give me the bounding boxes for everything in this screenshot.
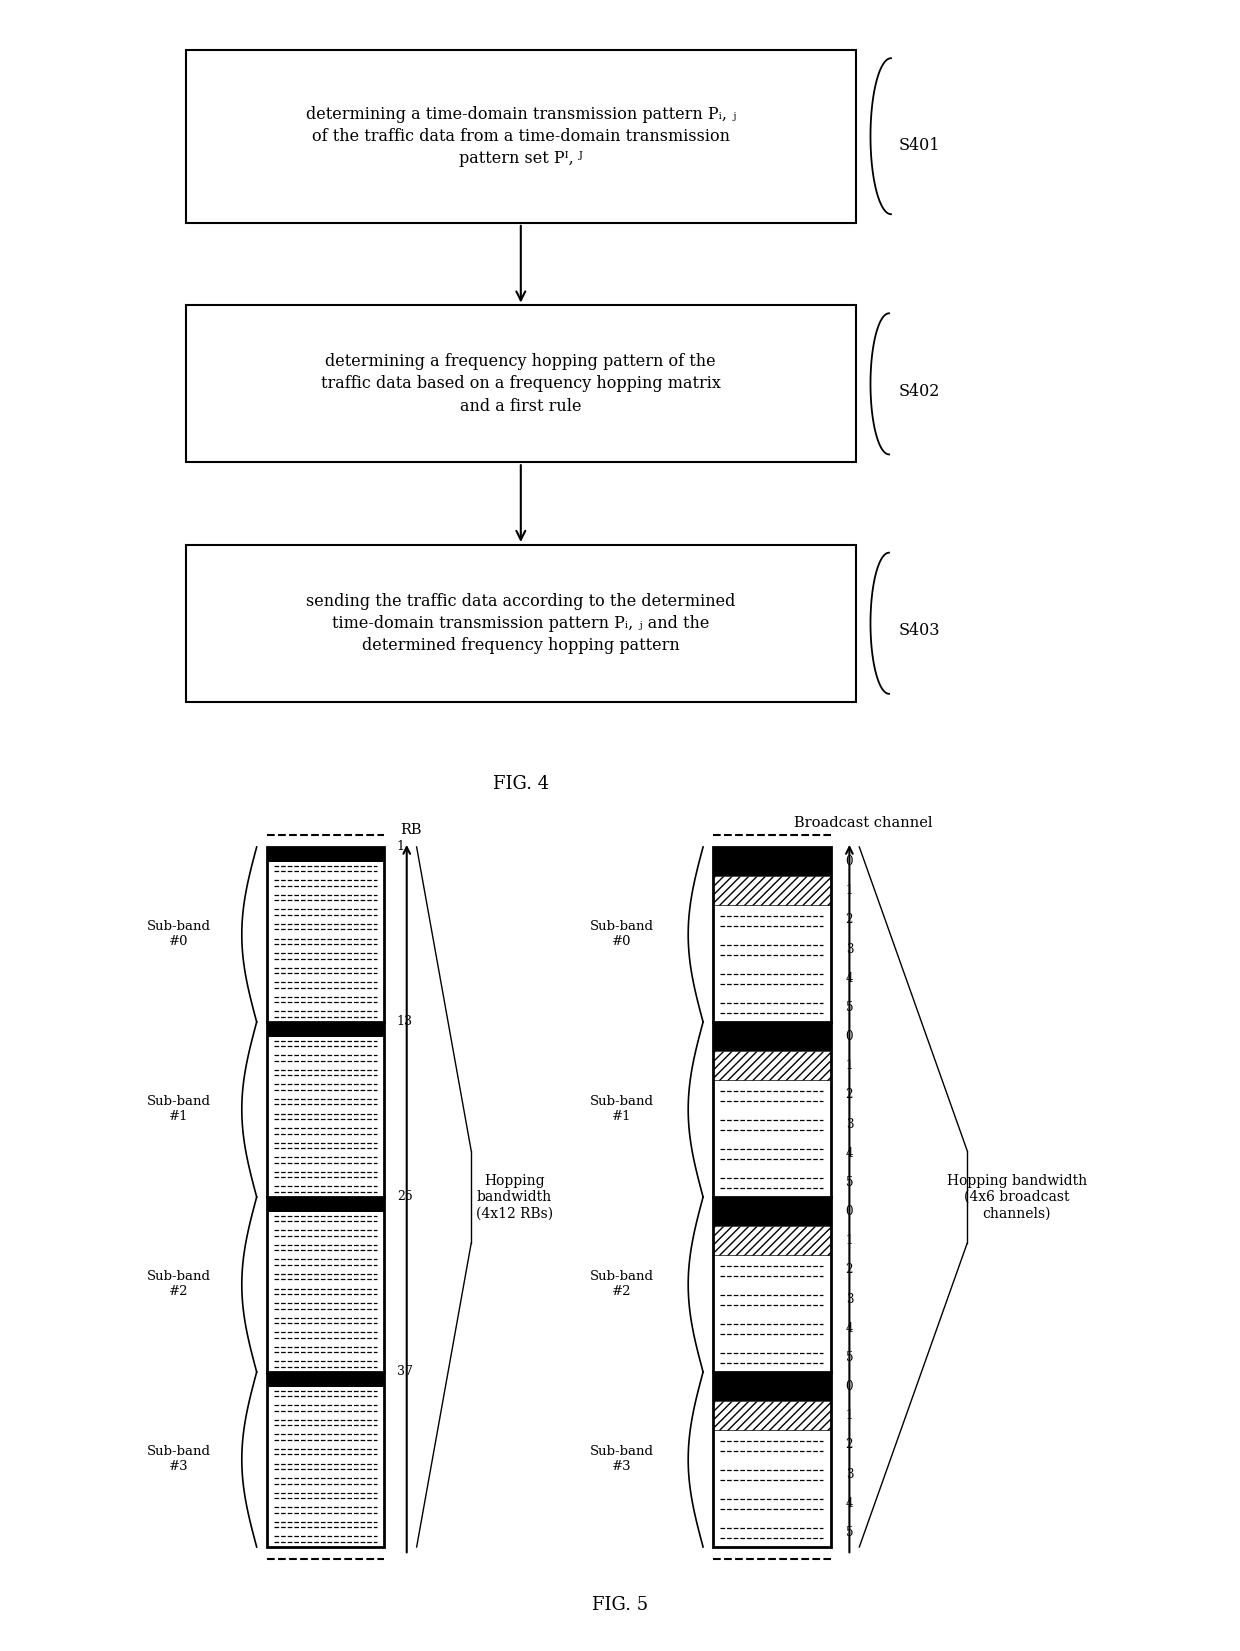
- Bar: [713, 1197, 831, 1227]
- Bar: [186, 305, 856, 462]
- Text: S402: S402: [899, 383, 940, 400]
- Bar: [267, 1372, 384, 1387]
- Text: Sub-band
#3: Sub-band #3: [589, 1446, 653, 1473]
- Text: 1: 1: [397, 840, 404, 854]
- Text: 1: 1: [846, 1060, 853, 1071]
- Text: 3: 3: [846, 1468, 853, 1481]
- Text: sending the traffic data according to the determined
time-domain transmission pa: sending the traffic data according to th…: [306, 593, 735, 654]
- Text: 5: 5: [846, 1526, 853, 1539]
- Bar: [713, 1372, 831, 1402]
- Bar: [267, 1197, 384, 1212]
- Bar: [267, 847, 384, 1547]
- Text: Broadcast channel: Broadcast channel: [794, 817, 932, 830]
- Bar: [186, 50, 856, 223]
- Text: 0: 0: [846, 1205, 853, 1218]
- Text: Sub-band
#1: Sub-band #1: [589, 1096, 653, 1123]
- Text: 3: 3: [846, 943, 853, 956]
- Text: 2: 2: [846, 1438, 853, 1451]
- Text: 13: 13: [397, 1015, 413, 1029]
- Text: FIG. 4: FIG. 4: [492, 776, 549, 792]
- Bar: [713, 1022, 831, 1052]
- Text: 2: 2: [846, 1088, 853, 1101]
- Text: 4: 4: [846, 972, 853, 984]
- Bar: [713, 1052, 831, 1080]
- Bar: [713, 847, 831, 877]
- Text: Sub-band
#3: Sub-band #3: [146, 1446, 211, 1473]
- Text: Hopping
bandwidth
(4x12 RBs): Hopping bandwidth (4x12 RBs): [476, 1174, 553, 1220]
- Text: 1: 1: [846, 1410, 853, 1422]
- Text: 0: 0: [846, 1380, 853, 1393]
- Bar: [267, 1022, 384, 1037]
- Text: Hopping bandwidth
(4x6 broadcast
channels): Hopping bandwidth (4x6 broadcast channel…: [946, 1174, 1087, 1220]
- Text: determining a frequency hopping pattern of the
traffic data based on a frequency: determining a frequency hopping pattern …: [321, 353, 720, 414]
- Text: 0: 0: [846, 855, 853, 868]
- Text: Sub-band
#0: Sub-band #0: [146, 921, 211, 948]
- Text: 0: 0: [846, 1030, 853, 1043]
- Bar: [713, 1402, 831, 1430]
- Text: 3: 3: [846, 1293, 853, 1306]
- Text: RB: RB: [401, 824, 422, 837]
- Bar: [713, 877, 831, 905]
- Text: 25: 25: [397, 1190, 413, 1204]
- Text: determining a time-domain transmission pattern Pᵢ, ⱼ
of the traffic data from a : determining a time-domain transmission p…: [305, 106, 737, 167]
- Text: 1: 1: [846, 885, 853, 896]
- Text: S403: S403: [899, 622, 940, 639]
- Text: Sub-band
#1: Sub-band #1: [146, 1096, 211, 1123]
- Text: 4: 4: [846, 1147, 853, 1159]
- Bar: [713, 847, 831, 1547]
- Text: 3: 3: [846, 1118, 853, 1131]
- Text: Sub-band
#2: Sub-band #2: [589, 1271, 653, 1298]
- Text: 37: 37: [397, 1365, 413, 1379]
- Text: 5: 5: [846, 1001, 853, 1014]
- Bar: [267, 847, 384, 862]
- Bar: [713, 1227, 831, 1255]
- Text: 2: 2: [846, 913, 853, 926]
- Text: S401: S401: [899, 137, 940, 154]
- Text: 4: 4: [846, 1497, 853, 1509]
- Text: Sub-band
#2: Sub-band #2: [146, 1271, 211, 1298]
- Bar: [186, 545, 856, 702]
- Text: 4: 4: [846, 1322, 853, 1334]
- Text: Sub-band
#0: Sub-band #0: [589, 921, 653, 948]
- Text: FIG. 5: FIG. 5: [591, 1597, 649, 1613]
- Text: 2: 2: [846, 1263, 853, 1276]
- Text: 5: 5: [846, 1351, 853, 1364]
- Text: 1: 1: [846, 1235, 853, 1247]
- Text: 5: 5: [846, 1176, 853, 1189]
